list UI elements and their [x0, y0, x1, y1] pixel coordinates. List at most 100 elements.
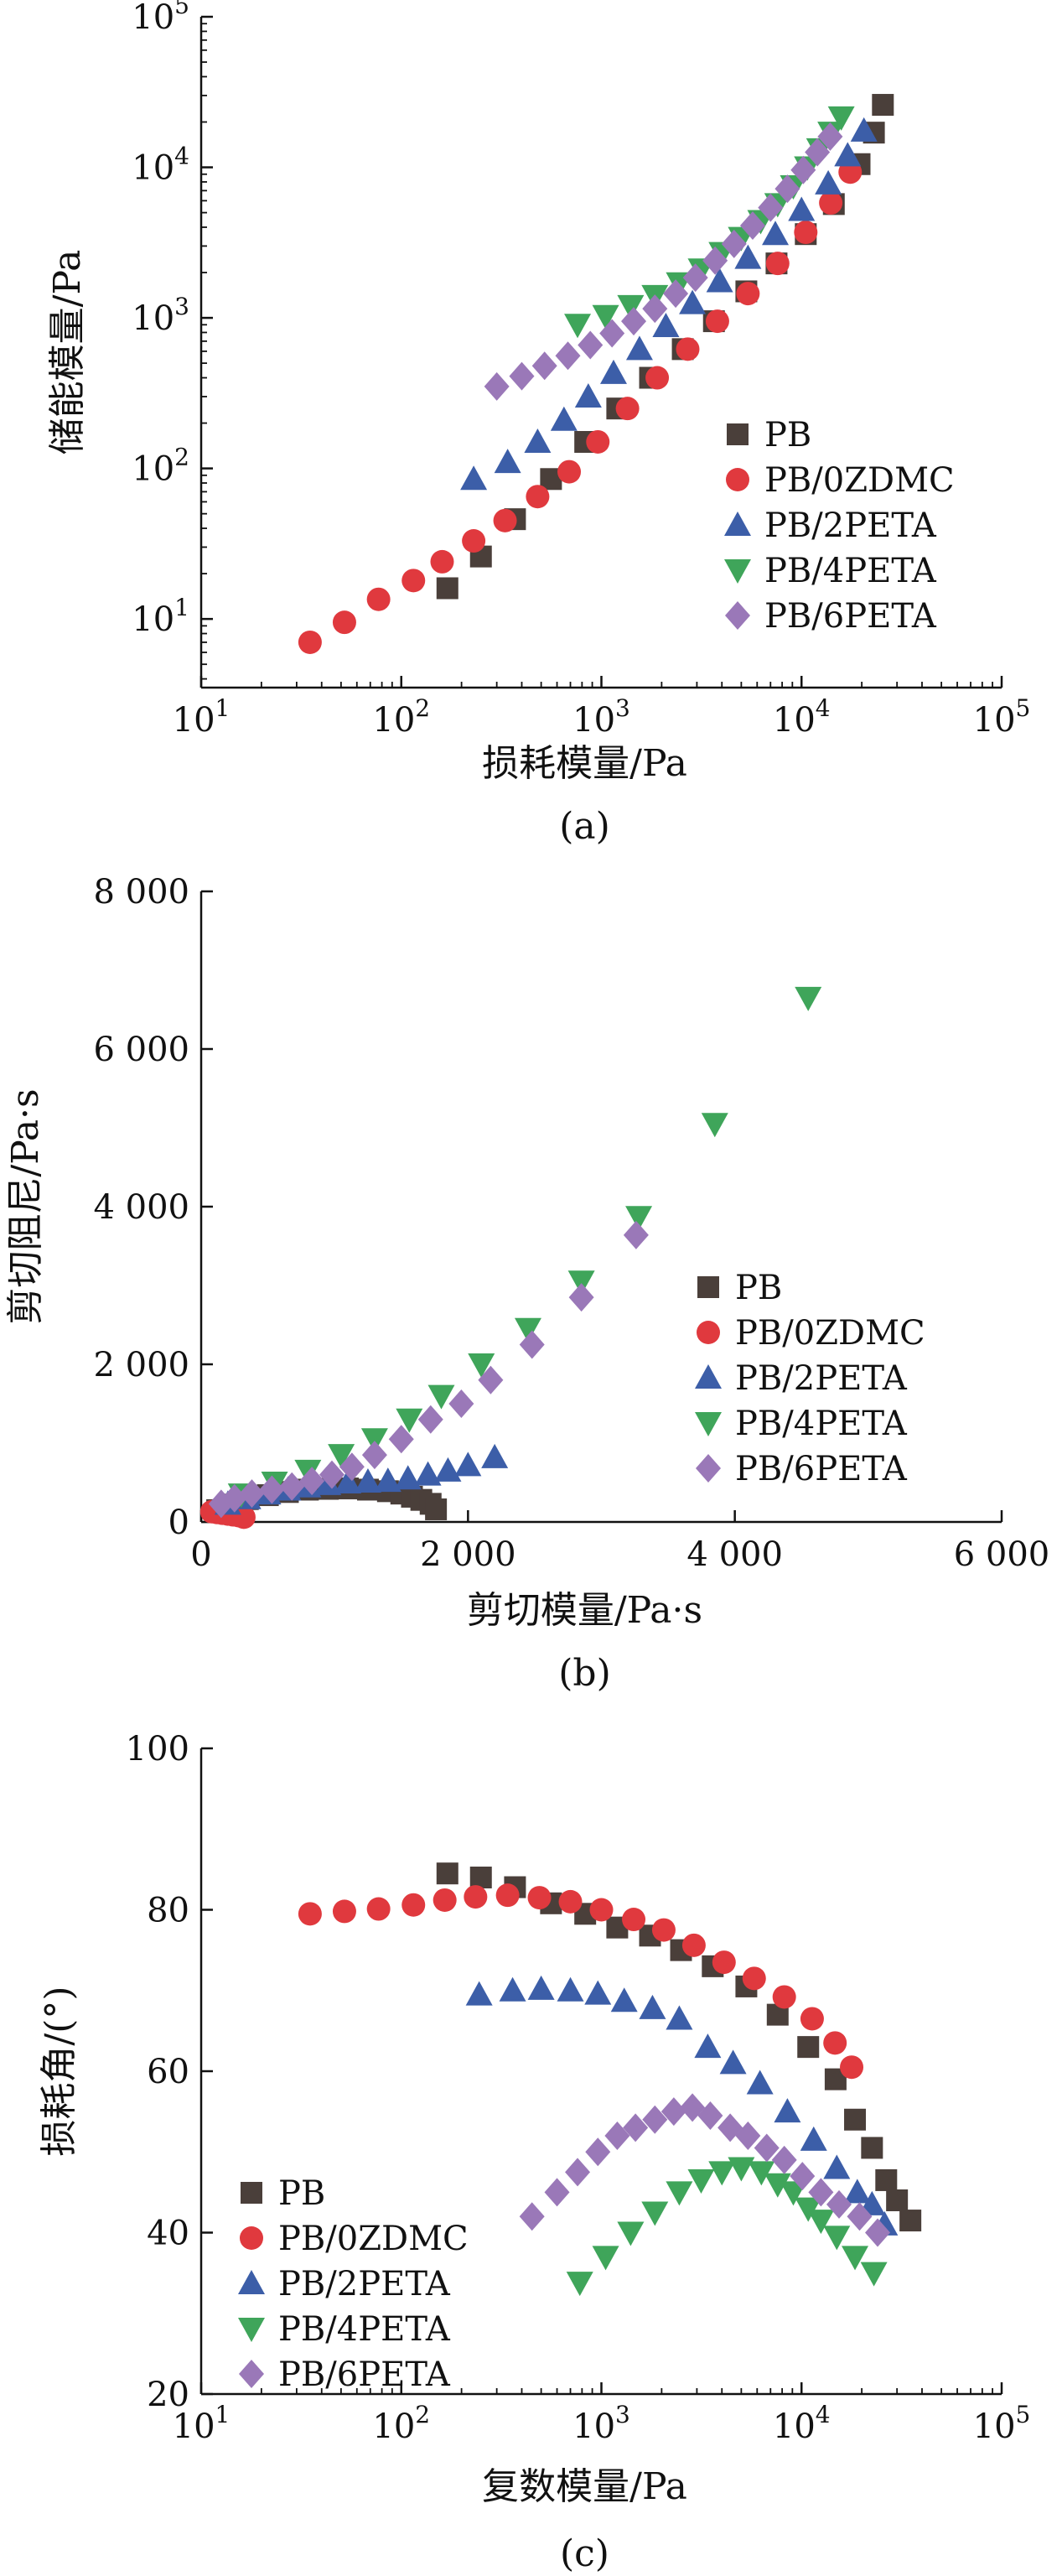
legend-marker [724, 512, 751, 536]
legend-marker [239, 2360, 264, 2388]
data-point [676, 337, 700, 361]
data-point [464, 1885, 488, 1909]
series-PB/2PETA [460, 117, 878, 491]
data-point [599, 319, 625, 348]
data-point [790, 2162, 816, 2191]
x-axis-title: 复数模量/Pa [482, 2465, 687, 2508]
data-point [666, 2181, 693, 2206]
data-point [478, 1365, 504, 1394]
data-point [794, 221, 818, 245]
legend-marker [726, 468, 749, 491]
legend-label: PB [278, 2174, 325, 2213]
data-point [339, 1452, 365, 1482]
data-point [574, 382, 602, 408]
chart-panel-3: 101 102 103 104 105 20 40 60 80 100 复数模量/Pa 损耗角/(°)… [38, 1730, 1030, 2575]
y-tick-label: 104 [132, 143, 189, 188]
data-point [736, 282, 760, 306]
data-point [448, 1389, 474, 1418]
data-point [826, 2189, 852, 2219]
y-tick-label: 40 [147, 2215, 189, 2253]
data-point [805, 138, 831, 167]
data-point [734, 244, 762, 269]
data-point [840, 2055, 864, 2080]
data-point [396, 1408, 423, 1433]
data-point [861, 2137, 883, 2159]
data-point [465, 1981, 493, 2006]
data-point [823, 2031, 847, 2055]
data-point [819, 191, 843, 216]
legend: PB PB/0ZDMC PB/2PETA PB/4PETA PB/6PETA [238, 2174, 469, 2394]
legend-marker [697, 1276, 719, 1298]
data-point [509, 361, 535, 391]
data-point [332, 610, 356, 635]
data-point [705, 309, 729, 334]
data-point [702, 246, 728, 275]
data-point [682, 263, 708, 293]
series-PB/0ZDMC [298, 160, 863, 654]
data-point [899, 2210, 922, 2232]
data-point [817, 122, 843, 151]
y-tick-label: 20 [147, 2376, 189, 2414]
data-point [625, 1206, 653, 1231]
legend-marker [725, 601, 750, 630]
data-point [586, 429, 610, 454]
data-point [808, 2178, 834, 2207]
legend-label: PB/2PETA [278, 2265, 451, 2303]
data-point [754, 2133, 780, 2163]
data-point [807, 2210, 835, 2235]
data-point [550, 406, 578, 431]
data-point [495, 1883, 520, 1908]
legend-label: PB/6PETA [278, 2355, 451, 2394]
data-point [758, 193, 784, 222]
data-point [531, 351, 557, 381]
y-tick-label: 0 [168, 1504, 189, 1542]
legend: PB PB/0ZDMC PB/2PETA PB/4PETA PB/6PETA [724, 416, 955, 636]
data-point [524, 428, 552, 453]
data-point [401, 569, 426, 593]
data-point [436, 577, 458, 600]
legend-marker [724, 559, 751, 584]
data-point [701, 1113, 728, 1138]
data-point [843, 2179, 871, 2204]
data-point [641, 2201, 669, 2226]
data-point [527, 1975, 555, 2000]
series-PB/6PETA [519, 2093, 891, 2247]
data-point [558, 1889, 583, 1914]
data-point [642, 294, 668, 324]
data-point [394, 1465, 422, 1490]
y-axis-title: 储能模量/Pa [46, 250, 89, 455]
data-point [374, 1467, 401, 1493]
data-point [334, 1469, 362, 1493]
data-point [661, 2097, 686, 2127]
data-point [328, 1444, 355, 1469]
legend-marker [238, 2270, 265, 2294]
data-point [578, 330, 604, 360]
panel-label: (c) [560, 2532, 609, 2575]
data-point [795, 986, 822, 1011]
series-PB/0ZDMC [298, 1883, 864, 2080]
legend-label: PB/4PETA [278, 2310, 451, 2349]
y-tick-label: 4 000 [93, 1188, 189, 1227]
chart-panel-2: 0 2 000 4 000 6 000 0 2 000 4 000 6 000 8 000 剪切模… [4, 873, 1049, 1695]
data-point [679, 289, 707, 314]
data-point [721, 229, 747, 258]
data-point [834, 142, 862, 167]
y-tick-label: 60 [147, 2053, 189, 2091]
series-PB/6PETA [208, 1220, 649, 1519]
data-point [566, 2272, 593, 2297]
data-point [526, 485, 550, 509]
data-point [719, 2049, 747, 2075]
data-point [764, 2173, 791, 2198]
data-point [469, 1867, 492, 1888]
data-point [842, 2246, 869, 2271]
legend-label: PB/2PETA [764, 506, 937, 545]
data-point [622, 1908, 646, 1932]
y-tick-label: 80 [147, 1892, 189, 1930]
data-point [585, 2137, 611, 2167]
y-tick-label: 101 [132, 594, 189, 639]
data-point [615, 397, 640, 421]
data-point [401, 1893, 426, 1917]
data-point [468, 1353, 495, 1378]
data-point [847, 2202, 873, 2231]
series-PB/4PETA [566, 2157, 888, 2297]
